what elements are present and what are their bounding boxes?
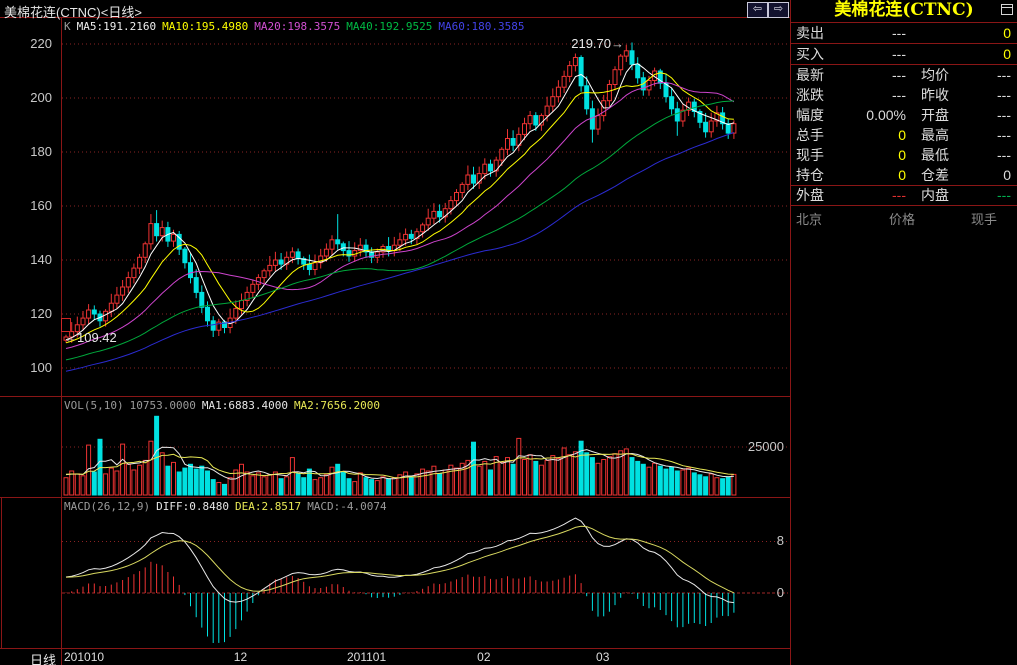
price-axis: 220 200 180 160 140 120 100: [0, 0, 58, 648]
volume-chart-region[interactable]: VOL(5,10) 10753.0000 MA1:6883.4000 MA2:7…: [0, 397, 790, 497]
sell-label: 卖出: [796, 25, 824, 41]
quote-label-2: 均价: [921, 67, 949, 83]
quote-row: 幅度 0.00% 开盘 ---: [791, 105, 1017, 125]
vol-value: 10753.0000: [129, 399, 196, 412]
ma5-value: MA5:191.2160: [76, 20, 157, 33]
volume-axis-label: 25000: [747, 439, 784, 454]
price-axis-label: 120: [30, 306, 52, 321]
prev-page-button[interactable]: ⇦: [747, 2, 768, 18]
chart-title: 美棉花连(CTNC)<日线>: [4, 5, 142, 20]
quote-row: 持仓 0 仓差 0: [791, 165, 1017, 185]
sell-price: ---: [892, 25, 906, 41]
col-lots: 现手: [971, 212, 998, 227]
buy-qty: 0: [1003, 46, 1011, 62]
quote-label-1: 幅度: [796, 107, 824, 123]
quote-value-1: ---: [892, 67, 906, 83]
macd-axis-label-0: 0: [776, 585, 784, 600]
quote-value-1: 0: [898, 127, 906, 143]
vol-ma1-value: MA1:6883.4000: [201, 399, 288, 412]
price-axis-label: 100: [30, 360, 52, 375]
high-annotation: 219.70→: [571, 36, 624, 51]
quote-value-2: ---: [997, 107, 1011, 123]
col-price: 价格: [889, 212, 916, 227]
quote-label-2: 仓差: [921, 167, 949, 183]
quote-label-1: 总手: [796, 127, 824, 143]
buy-row: 买入 --- 0: [791, 44, 1017, 65]
arrow-right-icon: →: [611, 36, 624, 51]
instrument-title: 美棉花连(CTNC): [791, 0, 1017, 23]
quote-label-2: 最低: [921, 147, 949, 163]
quote-value-2: ---: [997, 147, 1011, 163]
k-label: K: [64, 20, 71, 33]
macd-chart-region[interactable]: MACD(26,12,9) DIFF:0.8480 DEA:2.8517 MAC…: [0, 498, 790, 648]
ma60-value: MA60:180.3585: [438, 20, 525, 33]
quote-value-1: ---: [892, 187, 906, 203]
quote-label-1: 涨跌: [796, 87, 824, 103]
next-page-button[interactable]: ⇨: [768, 2, 789, 18]
price-axis-label: 140: [30, 252, 52, 267]
quote-label-1: 外盘: [796, 187, 824, 203]
quote-label-2: 内盘: [921, 187, 949, 203]
time-axis-label: 201010: [64, 650, 105, 664]
diff-value: DIFF:0.8480: [156, 500, 229, 513]
quote-value-1: ---: [892, 87, 906, 103]
sell-row: 卖出 --- 0: [791, 23, 1017, 44]
col-exchange: 北京: [796, 212, 823, 227]
quote-row: 总手 0 最高 ---: [791, 125, 1017, 145]
time-axis-label: 201101: [347, 650, 387, 664]
low-annotation: ←109.42: [64, 330, 117, 345]
quote-value-2: ---: [997, 67, 1011, 83]
ma10-value: MA10:195.4980: [162, 20, 249, 33]
volume-indicator-header: VOL(5,10) 10753.0000 MA1:6883.4000 MA2:7…: [64, 399, 380, 412]
candlestick-chart-region[interactable]: K MA5:191.2160 MA10:195.4980 MA20:198.35…: [0, 17, 790, 396]
arrow-left-icon: ←: [64, 330, 77, 345]
ma20-value: MA20:198.3575: [254, 20, 341, 33]
quote-label-1: 最新: [796, 67, 824, 83]
quote-label-2: 开盘: [921, 107, 949, 123]
period-selector[interactable]: 日线: [29, 653, 56, 665]
time-axis: 日线 201010 12 201101 02 03: [0, 649, 790, 665]
quote-panel: 美棉花连(CTNC) 卖出 --- 0 买入 --- 0 最新 --- 均价 -…: [790, 0, 1017, 665]
quote-label-1: 持仓: [796, 167, 824, 183]
quote-value-2: ---: [997, 127, 1011, 143]
sell-qty: 0: [1003, 25, 1011, 41]
buy-label: 买入: [796, 46, 824, 62]
vol-name: VOL(5,10): [64, 399, 124, 412]
macd-axis-label-8: 8: [776, 533, 784, 548]
quote-label-2: 昨收: [921, 87, 949, 103]
quote-value-1: 0.00%: [866, 107, 906, 123]
ma40-value: MA40:192.9525: [346, 20, 433, 33]
maximize-icon[interactable]: [1001, 4, 1013, 15]
quote-row: 外盘 --- 内盘 ---: [791, 185, 1017, 206]
dea-value: DEA:2.8517: [234, 500, 302, 513]
vol-ma2-value: MA2:7656.2000: [293, 399, 381, 412]
price-axis-label: 180: [30, 144, 52, 159]
quote-row: 最新 --- 均价 ---: [791, 65, 1017, 85]
price-axis-label: 220: [30, 36, 52, 51]
quote-label-2: 最高: [921, 127, 949, 143]
macd-value: MACD:-4.0074: [307, 500, 387, 513]
quote-label-1: 现手: [796, 147, 824, 163]
quote-value-1: 0: [898, 147, 906, 163]
quote-rows: 最新 --- 均价 --- 涨跌 --- 昨收 --- 幅度 0.00% 开盘 …: [791, 65, 1017, 206]
quote-row: 现手 0 最低 ---: [791, 145, 1017, 165]
quote-value-1: 0: [898, 167, 906, 183]
quote-value-2: ---: [997, 87, 1011, 103]
macd-indicator-header: MACD(26,12,9) DIFF:0.8480 DEA:2.8517 MAC…: [64, 500, 387, 513]
quote-row: 涨跌 --- 昨收 ---: [791, 85, 1017, 105]
price-axis-label: 200: [30, 90, 52, 105]
buy-price: ---: [892, 46, 906, 62]
time-axis-label: 12: [233, 650, 248, 664]
ma-indicator-header: K MA5:191.2160 MA10:195.4980 MA20:198.35…: [64, 20, 524, 33]
event-marker: [61, 318, 71, 332]
price-axis-label: 160: [30, 198, 52, 213]
time-axis-label: 02: [477, 650, 491, 664]
time-axis-label: 03: [596, 650, 610, 664]
trade-table-header: 北京 价格 现手: [791, 211, 1017, 229]
quote-value-2: ---: [997, 187, 1011, 203]
macd-name: MACD(26,12,9): [64, 500, 151, 513]
quote-value-2: 0: [1003, 167, 1011, 183]
